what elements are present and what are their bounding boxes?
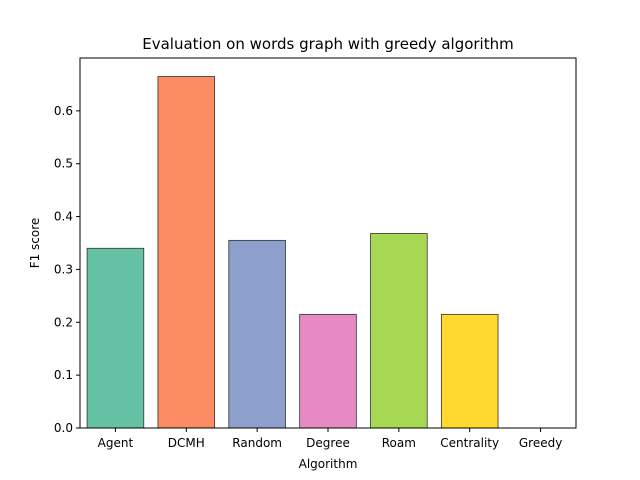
y-tick-label: 0.6 (54, 104, 73, 118)
bar-random (228, 239, 286, 429)
y-tick-label: 0.2 (54, 315, 73, 329)
bar-dcmh (157, 76, 216, 429)
y-tick-label: 0.1 (54, 368, 73, 382)
x-tick-label-agent: Agent (98, 436, 134, 450)
x-tick-label-greedy: Greedy (519, 436, 562, 450)
x-axis-label: Algorithm (299, 457, 358, 471)
y-tick-label: 0.0 (54, 421, 73, 435)
x-tick-label-dcmh: DCMH (168, 436, 205, 450)
bar-degree (299, 313, 357, 429)
x-tick-label-degree: Degree (306, 436, 350, 450)
x-tick-label-roam: Roam (382, 436, 416, 450)
y-tick-label: 0.3 (54, 262, 73, 276)
bar-agent (86, 247, 145, 429)
bar-centrality (440, 313, 499, 429)
y-axis-label: F1 score (28, 218, 42, 269)
x-tick-label-random: Random (232, 436, 282, 450)
y-tick-label: 0.5 (54, 157, 73, 171)
chart-title: Evaluation on words graph with greedy al… (142, 35, 513, 53)
plot-frame (79, 57, 577, 429)
bar-roam (370, 233, 428, 429)
plot-area: 0.0 0.1 0.2 0.3 0.4 0.5 0.6 Agent DCMH Random Degr… (54, 76, 562, 450)
x-tick-label-centrality: Centrality (440, 436, 499, 450)
y-tick-label: 0.4 (54, 210, 73, 224)
